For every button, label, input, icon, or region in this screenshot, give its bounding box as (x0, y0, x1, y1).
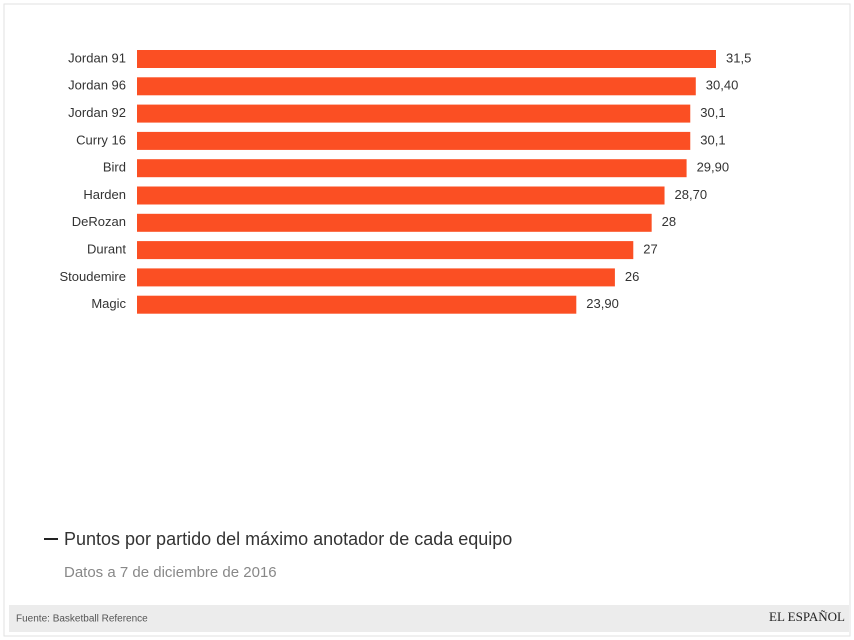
category-label: Curry 16 (76, 132, 126, 147)
bar (137, 77, 696, 96)
category-label: Magic (91, 296, 126, 311)
value-label: 31,5 (726, 50, 751, 65)
subtitle: Datos a 7 de diciembre de 2016 (64, 564, 277, 581)
category-label: Bird (103, 160, 126, 175)
value-label: 29,90 (697, 160, 730, 175)
value-label: 27 (643, 242, 657, 257)
value-label: 30,1 (700, 105, 725, 120)
bar (137, 241, 634, 260)
bar (137, 50, 716, 68)
category-label: Durant (87, 242, 126, 257)
footer-brand: EL ESPAÑOL (769, 609, 845, 624)
value-label: 26 (625, 269, 639, 284)
value-label: 28 (662, 214, 676, 229)
category-label: Jordan 96 (68, 78, 126, 93)
bar (137, 159, 687, 178)
category-label: Stoudemire (60, 269, 126, 284)
legend-label: Puntos por partido del máximo anotador d… (64, 529, 512, 549)
category-label: DeRozan (72, 214, 126, 229)
category-label: Jordan 92 (68, 105, 126, 120)
bar (137, 131, 691, 150)
value-label: 28,70 (675, 187, 708, 202)
bar (137, 186, 665, 205)
category-label: Jordan 91 (68, 50, 126, 65)
footer-source: Fuente: Basketball Reference (16, 614, 148, 625)
bar (137, 295, 577, 314)
bar (137, 213, 652, 232)
value-label: 30,40 (706, 78, 739, 93)
bar (137, 104, 691, 123)
value-label: 30,1 (700, 132, 725, 147)
value-label: 23,90 (586, 296, 619, 311)
footer-bar (9, 605, 849, 632)
bar (137, 268, 615, 287)
category-label: Harden (83, 187, 126, 202)
